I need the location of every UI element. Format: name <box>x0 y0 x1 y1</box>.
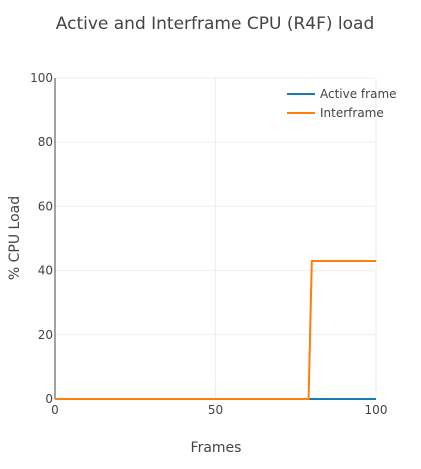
y-axis-title: % CPU Load <box>7 196 23 280</box>
y-tick-label: 80 <box>38 135 53 149</box>
y-tick-label: 0 <box>45 392 53 406</box>
tick-labels: 0 20 40 60 80 100 0 50 100 <box>30 71 387 417</box>
y-tick-label: 40 <box>38 264 53 278</box>
y-tick-label: 20 <box>38 328 53 342</box>
y-tick-label: 100 <box>30 71 53 85</box>
legend-label: Interframe <box>320 106 384 120</box>
x-tick-label: 100 <box>365 403 388 417</box>
x-tick-label: 0 <box>51 403 59 417</box>
legend: Active frame Interframe <box>287 87 397 120</box>
series-layer <box>55 259 376 400</box>
y-tick-label: 60 <box>38 199 53 213</box>
chart-title: Active and Interframe CPU (R4F) load <box>56 14 374 34</box>
x-axis-title: Frames <box>191 440 242 456</box>
legend-label: Active frame <box>320 87 397 101</box>
grid <box>55 77 377 399</box>
x-tick-label: 50 <box>208 403 223 417</box>
series-line-interframe <box>55 259 376 400</box>
